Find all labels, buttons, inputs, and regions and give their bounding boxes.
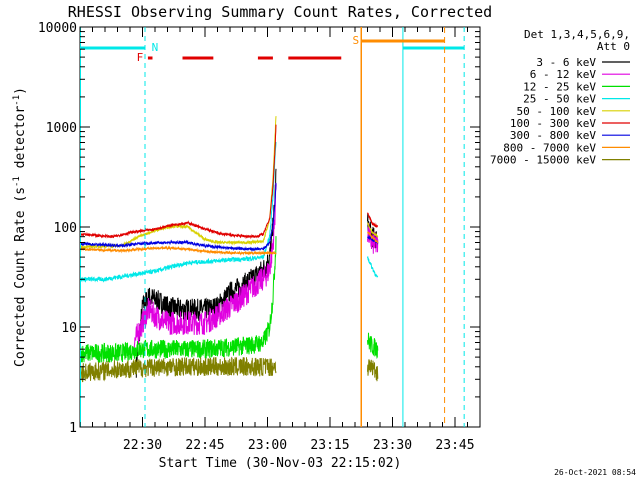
legend-label-4: 25 - 50 keV — [523, 93, 596, 106]
x-tick-label-3: 23:00 — [248, 438, 287, 453]
axes: 1 10 100 1000 10000 22:30 22:45 23:00 23:15 23:30… — [38, 21, 481, 453]
series-line-3-part-2 — [367, 332, 379, 360]
series-line-4-part-1 — [80, 141, 277, 283]
series-line-3-part-1 — [80, 236, 277, 364]
series-line-9-part-2 — [367, 359, 379, 382]
flare-flag-label: F — [137, 51, 144, 64]
x-tick-label-5: 23:30 — [373, 438, 412, 453]
y-tick-label-1: 1 — [69, 421, 77, 436]
legend-label-2: 6 - 12 keV — [530, 68, 597, 81]
y-axis-label: Corrected Count Rate (s-1 detector-1) — [12, 87, 28, 367]
series-line-6-part-1 — [80, 124, 277, 240]
saa-flag-label: S — [353, 34, 360, 47]
legend-label-9: 7000 - 15000 keV — [490, 154, 596, 167]
chart-title: RHESSI Observing Summary Count Rates, Co… — [68, 3, 492, 21]
night-flag-label: N — [152, 41, 159, 54]
y-tick-label-100: 100 — [54, 221, 77, 236]
generation-timestamp: 26-Oct-2021 08:54 — [554, 468, 636, 477]
series-line-9-part-1 — [80, 356, 277, 383]
series-line-6-part-2 — [367, 212, 378, 228]
legend-label-8: 800 - 7000 keV — [503, 141, 596, 154]
legend-label-3: 12 - 25 keV — [523, 80, 596, 93]
series-line-5-part-2 — [367, 222, 379, 238]
legend-label-5: 50 - 100 keV — [517, 105, 597, 118]
series-line-7-part-1 — [80, 182, 277, 253]
y-axis-label-sup1: -1 — [12, 176, 22, 187]
series-line-8-part-1 — [80, 245, 277, 256]
x-tick-label-6: 23:45 — [435, 438, 474, 453]
y-axis-label-sup2: -1 — [12, 95, 22, 106]
y-axis-label-end: ) — [13, 87, 28, 95]
series-line-5-part-1 — [80, 116, 277, 250]
series-line-8-part-2 — [367, 231, 379, 244]
y-tick-label-10: 10 — [61, 321, 77, 336]
x-tick-label-1: 22:30 — [123, 438, 162, 453]
plot-area: NF S — [80, 27, 465, 427]
x-axis-label: Start Time (30-Nov-03 22:15:02) — [159, 456, 402, 471]
series-line-2-part-1 — [133, 183, 277, 353]
y-axis-label-mid: detector — [13, 106, 28, 177]
series-line-1-part-1 — [135, 168, 277, 378]
legend-header-detectors: Det 1,3,4,5,6,9, — [524, 28, 630, 41]
legend-label-7: 300 - 800 keV — [510, 129, 596, 142]
legend-label-6: 100 - 300 keV — [510, 117, 596, 130]
y-tick-label-1000: 1000 — [46, 121, 77, 136]
plot-content — [80, 27, 465, 427]
x-tick-label-4: 23:15 — [310, 438, 349, 453]
legend-header-attenuator: Att 0 — [597, 40, 630, 53]
y-tick-label-10000: 10000 — [38, 21, 77, 36]
legend-label-1: 3 - 6 keV — [536, 56, 596, 69]
series-line-4-part-2 — [367, 256, 379, 278]
series-line-2-part-2 — [367, 223, 379, 254]
y-axis-label-main: Corrected Count Rate (s — [13, 187, 28, 367]
x-tick-label-2: 22:45 — [185, 438, 224, 453]
